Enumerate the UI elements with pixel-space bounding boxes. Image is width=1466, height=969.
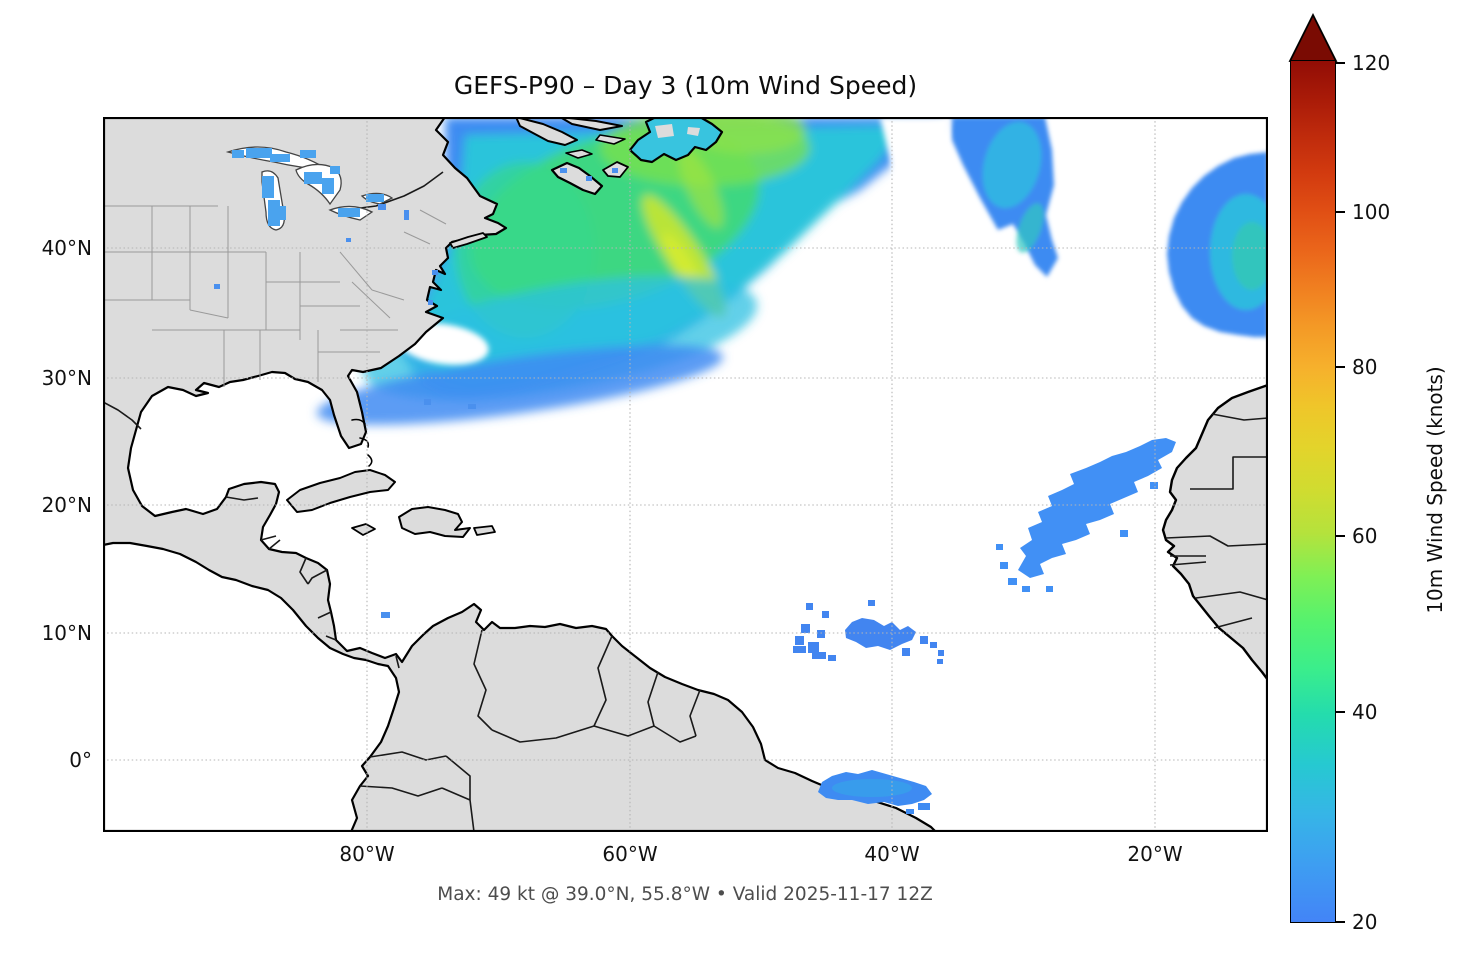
lon-tick-60w: 60°W (602, 842, 658, 866)
colorbar-label-60: 60 (1352, 524, 1378, 548)
land-hispaniola (398, 506, 471, 538)
colorbar-label-80: 80 (1352, 355, 1378, 379)
colorbar-tick-80 (1336, 366, 1345, 368)
colorbar-label-120: 120 (1352, 51, 1391, 75)
colorbar-extend-arrow (1288, 12, 1338, 62)
map-canvas (103, 117, 1268, 832)
country-borders (103, 171, 1268, 832)
colorbar-tick-60 (1336, 535, 1345, 537)
wind-patch-cape-verde (996, 438, 1176, 592)
land-pei (565, 149, 593, 159)
land-anticosti (595, 134, 626, 145)
colorbar-label-20: 20 (1352, 910, 1378, 934)
wind-field-east-atlantic (1167, 152, 1268, 337)
lon-tick-20w: 20°W (1127, 842, 1183, 866)
wind-field-nw-atlantic (316, 117, 950, 425)
land-cuba (286, 469, 396, 513)
wind-field-bottom-fringe (316, 345, 724, 425)
caption: Max: 49 kt @ 39.0°N, 55.8°W • Valid 2025… (437, 884, 933, 905)
wind-patch-itcz (793, 600, 944, 664)
colorbar-label-100: 100 (1352, 200, 1391, 224)
wind-patch-brazil-coast (818, 770, 932, 814)
land-gaspe (515, 117, 578, 146)
newfoundland-gray-patch-1 (655, 124, 674, 138)
wind-wedge-white (880, 117, 952, 225)
land-jamaica (351, 523, 376, 536)
gridlines (103, 117, 1268, 832)
colorbar-tick-100 (1336, 211, 1345, 213)
lat-tick-40n: 40°N (41, 236, 92, 260)
land-americas (103, 117, 938, 832)
south-lobe-teal (1016, 203, 1044, 253)
wind-streak-upper (678, 147, 724, 229)
wind-field-south-lobe (950, 117, 1058, 277)
lon-tick-40w: 40°W (864, 842, 920, 866)
great-lakes (225, 146, 394, 231)
lat-tick-20n: 20°N (41, 493, 92, 517)
wind-streak-core (662, 232, 702, 290)
colorbar-tick-40 (1336, 711, 1345, 713)
colorbar-tick-120 (1336, 62, 1345, 64)
lat-tick-0: 0° (69, 748, 92, 772)
lat-tick-10n: 10°N (41, 621, 92, 645)
lon-tick-80w: 80°W (339, 842, 395, 866)
colorbar-axis-label: 10m Wind Speed (knots) (1423, 366, 1447, 614)
lat-tick-30n: 30°N (41, 366, 92, 390)
colorbar (1290, 60, 1336, 923)
colorbar-tick-20 (1336, 921, 1345, 923)
land-puerto-rico (473, 525, 496, 536)
newfoundland-gray-patch-2 (687, 127, 700, 136)
colorbar-label-40: 40 (1352, 700, 1378, 724)
land-africa (1161, 383, 1268, 682)
land-quebec-north-shore (559, 117, 623, 131)
map-svg (103, 117, 1268, 832)
lake-wind-pixels (232, 148, 384, 226)
page-title: GEFS-P90 – Day 3 (10m Wind Speed) (453, 71, 918, 100)
state-borders (103, 205, 447, 387)
east-atlantic-teal (1232, 222, 1268, 290)
south-lobe-cyan (982, 121, 1042, 209)
wind-field-nf-green (690, 117, 806, 154)
plot-border (103, 117, 1268, 832)
scattered-wind-pixels (214, 168, 618, 618)
